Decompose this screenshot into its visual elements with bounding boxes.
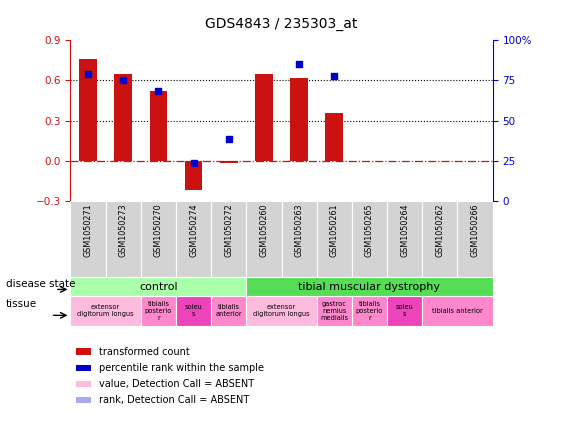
Text: GSM1050262: GSM1050262 [435,203,444,257]
Text: GSM1050265: GSM1050265 [365,203,374,257]
Point [154,88,163,94]
Text: gastroc
nemius
medialis: gastroc nemius medialis [320,301,348,321]
Text: extensor
digitorum longus: extensor digitorum longus [77,305,134,317]
Bar [316,201,352,277]
Text: soleu
s: soleu s [185,305,203,317]
Bar [76,349,91,355]
Bar [247,277,493,296]
Bar [211,201,247,277]
Bar [176,296,211,326]
Bar [352,201,387,277]
Bar [141,201,176,277]
Bar [70,277,247,296]
Text: GSM1050272: GSM1050272 [224,203,233,257]
Bar [76,397,91,403]
Text: tibialis anterior: tibialis anterior [432,308,483,314]
Text: GDS4843 / 235303_at: GDS4843 / 235303_at [205,17,358,31]
Text: transformed count: transformed count [99,346,190,357]
Text: tibialis
posterio
r: tibialis posterio r [145,301,172,321]
Bar [211,296,247,326]
Text: GSM1050270: GSM1050270 [154,203,163,257]
Point [189,160,198,167]
Point [224,136,233,143]
Bar [76,381,91,387]
Bar [387,201,422,277]
Bar [114,74,132,161]
Text: GSM1050264: GSM1050264 [400,203,409,257]
Bar [422,296,493,326]
Bar [185,161,202,190]
Bar [282,201,316,277]
Text: tibialis
anterior: tibialis anterior [216,305,242,317]
Point [119,77,128,84]
Text: GSM1050261: GSM1050261 [330,203,339,257]
Text: percentile rank within the sample: percentile rank within the sample [99,363,264,373]
Text: rank, Detection Call = ABSENT: rank, Detection Call = ABSENT [99,395,249,405]
Bar [247,296,316,326]
Bar [106,201,141,277]
Bar [220,161,238,163]
Bar [176,201,211,277]
Bar [70,296,141,326]
Text: tissue: tissue [6,299,37,309]
Text: control: control [139,282,178,291]
Bar [70,201,106,277]
Bar [457,201,493,277]
Text: value, Detection Call = ABSENT: value, Detection Call = ABSENT [99,379,254,389]
Bar [422,201,457,277]
Text: GSM1050274: GSM1050274 [189,203,198,257]
Text: soleu
s: soleu s [396,305,414,317]
Bar [316,296,352,326]
Bar [76,365,91,371]
Point [294,61,303,68]
Text: tibial muscular dystrophy: tibial muscular dystrophy [298,282,440,291]
Bar [255,74,272,161]
Text: GSM1050266: GSM1050266 [471,203,480,257]
Bar [291,78,308,161]
Text: GSM1050263: GSM1050263 [294,203,303,257]
Point [83,70,92,77]
Text: GSM1050271: GSM1050271 [83,203,92,257]
Bar [387,296,422,326]
Point [330,73,339,80]
Text: GSM1050273: GSM1050273 [119,203,128,257]
Text: GSM1050260: GSM1050260 [260,203,269,257]
Text: tibialis
posterio
r: tibialis posterio r [356,301,383,321]
Bar [325,113,343,161]
Text: extensor
digitorum longus: extensor digitorum longus [253,305,310,317]
Text: disease state: disease state [6,279,75,289]
Bar [150,91,167,161]
Bar [141,296,176,326]
Bar [352,296,387,326]
Bar [79,59,97,161]
Bar [247,201,282,277]
